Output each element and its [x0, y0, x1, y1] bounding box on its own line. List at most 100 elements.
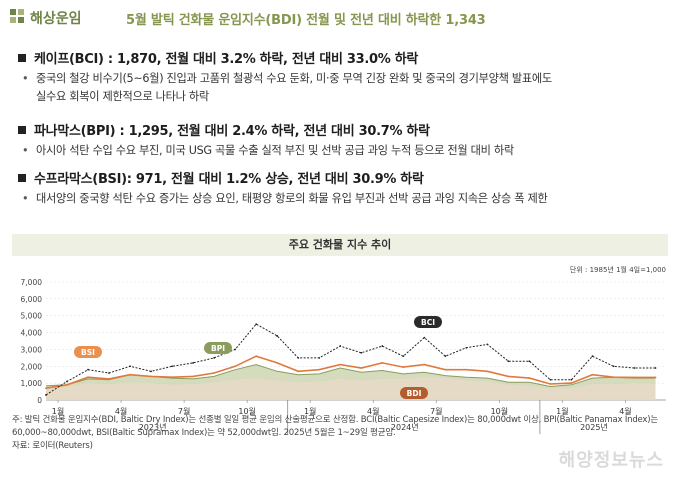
bci-point [45, 394, 47, 396]
bci-block: 케이프(BCI) : 1,870, 전월 대비 3.2% 하락, 전년 대비 3… [18, 48, 668, 106]
bci-point [150, 370, 152, 373]
bci-point [591, 355, 594, 358]
y-tick-label: 0 [37, 396, 42, 405]
x-tick-label: 1월 [52, 406, 64, 416]
bsi-area [46, 377, 656, 400]
chart-title: 주요 건화물 지수 추이 [12, 234, 668, 256]
legend-label-bsi: BSI [81, 348, 95, 357]
bci-point [339, 345, 342, 347]
bsi-title-text: 수프라막스(BSI): 971, 전월 대비 1.2% 상승, 전년 대비 30… [34, 172, 424, 187]
bci-point [654, 367, 657, 369]
year-label: 2024년 [391, 422, 419, 432]
section-title: 해상운임 [30, 11, 82, 27]
bci-point [528, 360, 531, 363]
footnote-line-1: 주: 발틱 건화물 운임지수(BDI, Baltic Dry Index)는 선… [12, 415, 658, 425]
y-tick-label: 7,000 [21, 278, 43, 287]
bdi-point [423, 363, 426, 366]
page-header: 해상운임 5월 발틱 건화물 운임지수(BDI) 전월 및 전년 대비 하락한 … [0, 0, 680, 34]
bci-point [381, 345, 384, 347]
bci-point [87, 368, 89, 371]
bdi-point [633, 376, 636, 379]
bdi-point [297, 370, 300, 373]
square-bullet-icon [18, 173, 26, 182]
x-tick-label: 1월 [556, 406, 568, 416]
bdi-point [108, 378, 110, 380]
bdi-point [234, 365, 237, 368]
y-tick-label: 2,000 [21, 362, 43, 371]
legend-tag-bpi [204, 342, 232, 354]
bdi-point [528, 377, 531, 379]
bci-point [297, 356, 300, 359]
y-tick-label: 5,000 [21, 312, 43, 321]
bdi-point [339, 363, 342, 366]
bci-point [234, 348, 237, 351]
bdi-point [255, 355, 258, 358]
bdi-point [318, 368, 321, 371]
square-bullet-icon [18, 125, 26, 134]
legend-label-bdi: BDI [407, 389, 422, 398]
x-tick-label: 10월 [491, 406, 509, 416]
legend-tag-bci [414, 316, 442, 328]
legend-label-bpi: BPI [211, 344, 225, 353]
bpi-title-text: 파나막스(BPI) : 1,295, 전월 대비 2.4% 하락, 전년 대비 … [34, 124, 430, 139]
watermark-logo: 해양정보뉴스 [558, 450, 664, 471]
bci-point [423, 336, 426, 339]
bdi-point [570, 382, 573, 385]
bdi-point [591, 373, 594, 376]
legend-tag-bsi [74, 346, 102, 358]
bci-point [360, 351, 363, 354]
bdi-point [150, 375, 152, 378]
y-tick-label: 1,000 [21, 379, 43, 388]
bdi-point [612, 376, 615, 379]
index-chart: 0 1,000 2,000 3,000 4,000 5,000 6,000 7,000 1월 4월… [21, 278, 666, 434]
bdi-point [486, 370, 489, 373]
bdi-point [444, 368, 447, 371]
bsi-bullet: 대서양의 중국향 석탄 수요 증가는 상승 요인, 태평양 항로의 화물 유입 … [18, 190, 668, 208]
bci-point [192, 362, 195, 364]
bci-point [129, 365, 131, 368]
x-tick-label: 7월 [430, 406, 442, 416]
bdi-point [381, 362, 384, 364]
bci-title-text: 케이프(BCI) : 1,870, 전월 대비 3.2% 하락, 전년 대비 3… [34, 52, 419, 67]
x-tick-label: 4월 [115, 406, 127, 416]
bpi-title: 파나막스(BPI) : 1,295, 전월 대비 2.4% 하락, 전년 대비 … [18, 120, 668, 139]
headline: 5월 발틱 건화물 운임지수(BDI) 전월 및 전년 대비 하락한 1,343 [126, 13, 486, 28]
y-tick-label: 6,000 [21, 295, 43, 304]
bci-point [570, 378, 573, 381]
bdi-point [66, 383, 68, 386]
bdi-point [87, 376, 89, 379]
bpi-block: 파나막스(BPI) : 1,295, 전월 대비 2.4% 하락, 전년 대비 … [18, 120, 668, 160]
y-tick-label: 4,000 [21, 329, 43, 338]
bci-point [66, 380, 68, 383]
bci-point [444, 355, 447, 358]
bci-title: 케이프(BCI) : 1,870, 전월 대비 3.2% 하락, 전년 대비 3… [18, 48, 668, 67]
x-tick-label: 4월 [619, 406, 631, 416]
bci-bullet-line-1: 중국의 철강 비수기(5~6월) 진입과 고품위 철광석 수요 둔화, 미·중 … [36, 72, 552, 85]
section-logo-icon [10, 9, 24, 23]
bci-bullet-line-2: 실수요 회복이 제한적으로 나타나 하락 [36, 90, 209, 103]
square-bullet-icon [18, 53, 26, 62]
bci-point [108, 372, 110, 374]
bsi-block: 수프라막스(BSI): 971, 전월 대비 1.2% 상승, 전년 대비 30… [18, 168, 668, 208]
bci-point [255, 323, 258, 326]
footnote: 주: 발틱 건화물 운임지수(BDI, Baltic Dry Index)는 선… [12, 414, 672, 453]
chart-unit-note: 단위 : 1985년 1월 4일=1,000 [569, 266, 666, 274]
bci-line [45, 323, 656, 396]
bci-point [402, 355, 405, 358]
bdi-point [465, 368, 468, 371]
bci-point [213, 356, 216, 359]
bci-point [276, 335, 279, 337]
bci-point [612, 365, 615, 368]
bdi-point [507, 375, 510, 378]
bdi-point [171, 376, 174, 379]
bdi-point [654, 376, 657, 379]
year-label: 2023년 [139, 422, 167, 432]
footnote-line-2: 60,000~80,000dwt, BSI(Baltic Supramax In… [12, 428, 396, 438]
bdi-point [549, 383, 552, 385]
x-tick-label: 4월 [367, 406, 379, 416]
bci-point [507, 360, 510, 363]
bdi-point [360, 367, 363, 369]
legend-label-bci: BCI [421, 318, 435, 327]
bdi-point [402, 366, 405, 369]
bci-point [633, 367, 636, 369]
